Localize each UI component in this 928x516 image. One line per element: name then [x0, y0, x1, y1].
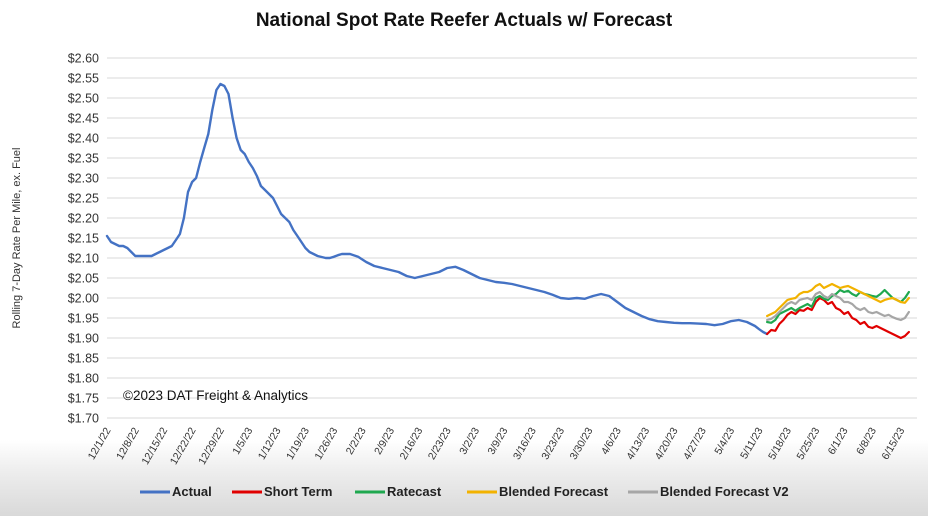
y-tick-label: $2.25 — [68, 192, 99, 206]
x-tick-label: 2/9/23 — [372, 425, 397, 456]
x-tick-label: 12/29/22 — [196, 425, 227, 467]
y-tick-label: $2.10 — [68, 252, 99, 266]
x-tick-label: 4/27/23 — [681, 425, 709, 461]
x-tick-label: 6/8/23 — [854, 425, 879, 456]
x-tick-label: 3/23/23 — [539, 425, 567, 461]
x-tick-label: 3/30/23 — [568, 425, 596, 461]
legend-label: Ratecast — [387, 484, 442, 499]
legend-item-blended-forecast: Blended Forecast — [467, 484, 609, 499]
x-tick-label: 12/8/22 — [114, 425, 142, 461]
x-tick-label: 2/23/23 — [426, 425, 454, 461]
legend-label: Blended Forecast — [499, 484, 609, 499]
y-tick-label: $1.75 — [68, 392, 99, 406]
x-tick-label: 3/9/23 — [486, 425, 511, 456]
x-tick-label: 1/26/23 — [312, 425, 340, 461]
x-tick-label: 3/2/23 — [457, 425, 482, 456]
y-tick-label: $2.30 — [68, 172, 99, 186]
x-tick-label: 1/19/23 — [284, 425, 312, 461]
y-tick-label: $1.80 — [68, 372, 99, 386]
x-tick-label: 12/22/22 — [168, 425, 199, 467]
x-tick-label: 2/16/23 — [398, 425, 426, 461]
legend: Actual Short Term Ratecast Blended Forecast… — [140, 484, 789, 499]
legend-item-blended-forecast-v2: Blended Forecast V2 — [628, 484, 789, 499]
x-tick-label: 5/25/23 — [794, 425, 822, 461]
legend-label: Blended Forecast V2 — [660, 484, 789, 499]
y-tick-label: $1.70 — [68, 412, 99, 426]
y-tick-label: $1.90 — [68, 332, 99, 346]
x-tick-label: 5/18/23 — [766, 425, 794, 461]
chart-title: National Spot Rate Reefer Actuals w/ For… — [256, 10, 673, 31]
y-axis-label: Rolling 7-Day Rate Per Mile, ex. Fuel — [11, 148, 23, 329]
y-tick-label: $2.20 — [68, 212, 99, 226]
y-tick-label: $2.50 — [68, 92, 99, 106]
y-tick-label: $2.40 — [68, 132, 99, 146]
x-tick-label: 1/5/23 — [230, 425, 255, 456]
x-tick-label: 2/2/23 — [344, 425, 369, 456]
legend-label: Short Term — [264, 484, 332, 499]
series-line-blended-forecast — [765, 282, 911, 318]
y-tick-label: $2.55 — [68, 72, 99, 86]
x-tick-label: 3/16/23 — [511, 425, 539, 461]
series-lines — [105, 82, 911, 340]
x-tick-label: 4/13/23 — [624, 425, 652, 461]
y-tick-label: $1.95 — [68, 312, 99, 326]
x-tick-label: 4/20/23 — [653, 425, 681, 461]
x-tick-label: 5/11/23 — [738, 425, 766, 461]
x-tick-label: 12/1/22 — [86, 425, 114, 461]
y-tick-label: $2.05 — [68, 272, 99, 286]
series-line-actual — [105, 82, 769, 336]
x-tick-label: 6/15/23 — [879, 425, 907, 461]
y-tick-label: $2.00 — [68, 292, 99, 306]
x-tick-label: 6/1/23 — [826, 425, 851, 456]
y-tick-label: $2.45 — [68, 112, 99, 126]
x-tick-label: 5/4/23 — [712, 425, 737, 456]
copyright-annotation: ©2023 DAT Freight & Analytics — [123, 388, 308, 403]
y-tick-label: $2.15 — [68, 232, 99, 246]
y-tick-label: $2.35 — [68, 152, 99, 166]
legend-item-short-term: Short Term — [232, 484, 332, 499]
x-tick-label: 12/15/22 — [139, 425, 170, 467]
series-line-short-term — [765, 296, 911, 340]
y-axis-ticks: $1.70 $1.75 $1.80 $1.85 $1.90 $1.95 $2.00 $2.05… — [68, 52, 99, 426]
legend-item-ratecast: Ratecast — [355, 484, 442, 499]
series-line-ratecast — [765, 288, 911, 324]
y-tick-label: $2.60 — [68, 52, 99, 66]
legend-label: Actual — [172, 484, 212, 499]
gridlines — [107, 57, 917, 419]
series-line-blended-forecast-v2 — [765, 290, 911, 322]
legend-item-actual: Actual — [140, 484, 212, 499]
y-tick-label: $1.85 — [68, 352, 99, 366]
x-tick-label: 4/6/23 — [599, 425, 624, 456]
x-tick-label: 1/12/23 — [256, 425, 284, 461]
